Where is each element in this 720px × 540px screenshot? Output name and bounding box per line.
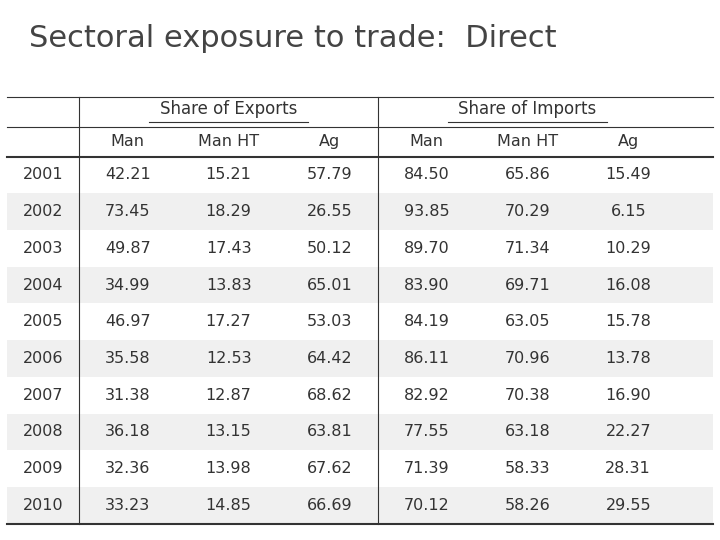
Text: 29.55: 29.55 — [606, 498, 651, 513]
Text: 71.39: 71.39 — [404, 461, 449, 476]
Text: 15.49: 15.49 — [606, 167, 651, 183]
Text: 53.03: 53.03 — [307, 314, 352, 329]
Text: 2001: 2001 — [23, 167, 63, 183]
Text: 13.83: 13.83 — [206, 278, 251, 293]
Text: 2004: 2004 — [23, 278, 63, 293]
Text: 63.81: 63.81 — [307, 424, 352, 440]
Text: 12.87: 12.87 — [206, 388, 251, 403]
Text: 12.53: 12.53 — [206, 351, 251, 366]
Text: 57.79: 57.79 — [307, 167, 352, 183]
Text: 70.96: 70.96 — [505, 351, 550, 366]
Text: 26.55: 26.55 — [307, 204, 352, 219]
Text: 42.21: 42.21 — [105, 167, 150, 183]
Text: 17.43: 17.43 — [206, 241, 251, 256]
Text: 58.26: 58.26 — [505, 498, 550, 513]
Text: 2005: 2005 — [23, 314, 63, 329]
Text: 2008: 2008 — [23, 424, 63, 440]
Text: 32.36: 32.36 — [105, 461, 150, 476]
Text: 67.62: 67.62 — [307, 461, 352, 476]
Text: Man HT: Man HT — [198, 134, 259, 149]
Text: 84.50: 84.50 — [404, 167, 449, 183]
Text: 18.29: 18.29 — [206, 204, 251, 219]
Bar — [7, 267, 713, 303]
Text: 66.69: 66.69 — [307, 498, 352, 513]
Text: 2006: 2006 — [23, 351, 63, 366]
Text: 6.15: 6.15 — [611, 204, 646, 219]
Text: 93.85: 93.85 — [404, 204, 449, 219]
Text: 50.12: 50.12 — [307, 241, 352, 256]
Text: Man: Man — [111, 134, 145, 149]
Text: 65.01: 65.01 — [307, 278, 352, 293]
Text: 14.85: 14.85 — [206, 498, 251, 513]
Text: 2007: 2007 — [23, 388, 63, 403]
Text: 58.33: 58.33 — [505, 461, 550, 476]
Text: Share of Imports: Share of Imports — [458, 100, 597, 118]
Text: 2003: 2003 — [23, 241, 63, 256]
Text: 82.92: 82.92 — [404, 388, 449, 403]
Text: 63.05: 63.05 — [505, 314, 550, 329]
Text: 16.08: 16.08 — [606, 278, 651, 293]
Text: 71.34: 71.34 — [505, 241, 550, 256]
Text: 65.86: 65.86 — [505, 167, 550, 183]
Text: Man: Man — [410, 134, 444, 149]
Bar — [7, 414, 713, 450]
Bar — [7, 340, 713, 377]
Text: 13.78: 13.78 — [606, 351, 651, 366]
Text: 49.87: 49.87 — [105, 241, 150, 256]
Text: 83.90: 83.90 — [404, 278, 449, 293]
Text: 36.18: 36.18 — [105, 424, 150, 440]
Text: 86.11: 86.11 — [404, 351, 449, 366]
Text: 46.97: 46.97 — [105, 314, 150, 329]
Text: 73.45: 73.45 — [105, 204, 150, 219]
Text: 2009: 2009 — [23, 461, 63, 476]
Text: Share of Exports: Share of Exports — [160, 100, 297, 118]
Bar — [7, 487, 713, 524]
Text: 77.55: 77.55 — [404, 424, 449, 440]
Text: 33.23: 33.23 — [105, 498, 150, 513]
Text: 70.12: 70.12 — [404, 498, 449, 513]
Text: 2010: 2010 — [23, 498, 63, 513]
Text: Ag: Ag — [319, 134, 340, 149]
Text: Ag: Ag — [618, 134, 639, 149]
Text: 17.27: 17.27 — [206, 314, 251, 329]
Bar — [7, 193, 713, 230]
Text: 35.58: 35.58 — [105, 351, 150, 366]
Text: 16.90: 16.90 — [606, 388, 651, 403]
Text: 31.38: 31.38 — [105, 388, 150, 403]
Text: 68.62: 68.62 — [307, 388, 352, 403]
Text: 89.70: 89.70 — [404, 241, 449, 256]
Text: 13.98: 13.98 — [206, 461, 251, 476]
Text: 84.19: 84.19 — [404, 314, 449, 329]
Text: 28.31: 28.31 — [606, 461, 651, 476]
Text: 63.18: 63.18 — [505, 424, 550, 440]
Text: 13.15: 13.15 — [206, 424, 251, 440]
Text: 34.99: 34.99 — [105, 278, 150, 293]
Text: 70.29: 70.29 — [505, 204, 550, 219]
Text: 15.78: 15.78 — [606, 314, 651, 329]
Text: 2002: 2002 — [23, 204, 63, 219]
Text: 10.29: 10.29 — [606, 241, 651, 256]
Text: 64.42: 64.42 — [307, 351, 352, 366]
Text: Sectoral exposure to trade:  Direct: Sectoral exposure to trade: Direct — [29, 24, 557, 53]
Text: 70.38: 70.38 — [505, 388, 550, 403]
Text: Man HT: Man HT — [497, 134, 558, 149]
Text: 22.27: 22.27 — [606, 424, 651, 440]
Text: 69.71: 69.71 — [505, 278, 550, 293]
Text: 15.21: 15.21 — [206, 167, 251, 183]
